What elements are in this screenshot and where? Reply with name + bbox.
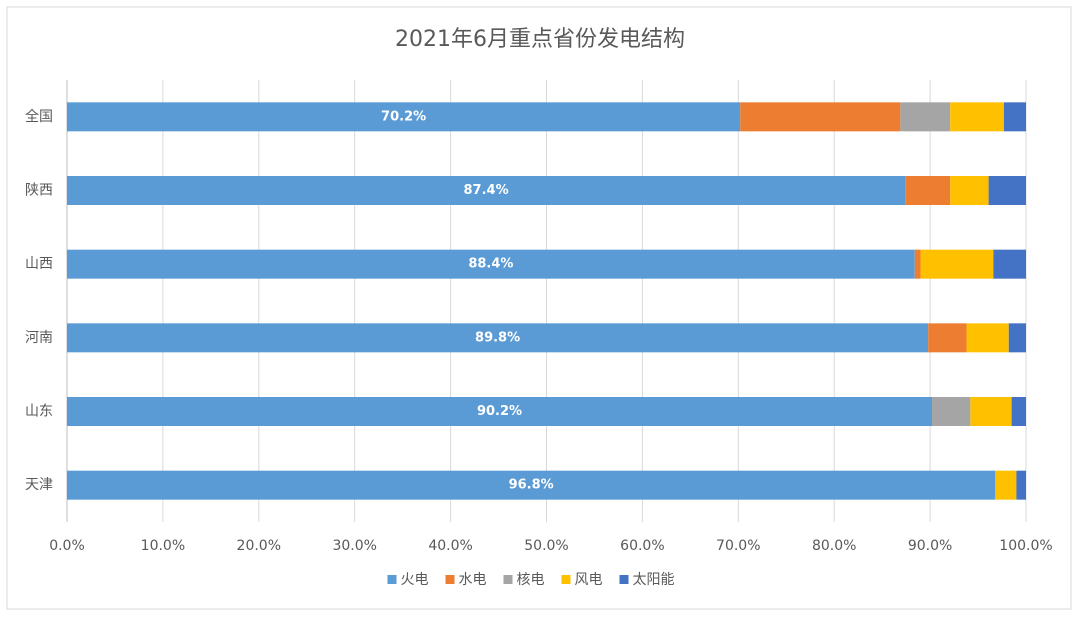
chart-title: 2021年6月重点省份发电结构 xyxy=(395,27,685,52)
data-label: 88.4% xyxy=(468,257,513,272)
bar-segment xyxy=(1008,323,1026,353)
y-tick-label: 河南 xyxy=(25,330,53,346)
bar-segment xyxy=(932,397,971,426)
x-tick-label: 0.0% xyxy=(49,538,85,554)
y-tick-label: 全国 xyxy=(25,108,53,125)
y-tick-label: 陕西 xyxy=(25,183,53,199)
x-tick-label: 60.0% xyxy=(620,538,664,554)
bar-segment xyxy=(914,249,921,279)
data-label: 70.2% xyxy=(381,109,426,124)
bar-segment xyxy=(67,323,929,353)
bar-segment xyxy=(970,397,1012,426)
bar-segment xyxy=(67,102,741,132)
legend-swatch xyxy=(503,575,513,584)
data-label: 87.4% xyxy=(464,183,509,198)
bar-segment xyxy=(920,249,994,279)
x-tick-label: 10.0% xyxy=(141,538,185,554)
bar-segment xyxy=(900,102,951,132)
legend-swatch xyxy=(619,575,629,584)
x-tick-label: 100.0% xyxy=(999,538,1052,554)
x-tick-label: 80.0% xyxy=(812,538,856,554)
legend-label: 火电 xyxy=(401,572,429,588)
bar-segment xyxy=(966,323,1009,353)
legend-label: 太阳能 xyxy=(633,572,675,588)
bar-segment xyxy=(995,470,1017,500)
legend-swatch xyxy=(387,575,397,584)
bar-segment xyxy=(67,470,996,500)
x-tick-label: 90.0% xyxy=(908,538,952,554)
bar-segment xyxy=(740,102,901,132)
y-tick-label: 山东 xyxy=(25,404,53,420)
x-tick-label: 30.0% xyxy=(332,538,376,554)
bar-segment xyxy=(950,102,1004,132)
data-label: 90.2% xyxy=(477,404,522,419)
legend-label: 水电 xyxy=(459,572,487,588)
x-tick-label: 40.0% xyxy=(428,538,472,554)
x-tick-label: 50.0% xyxy=(524,538,568,554)
legend-label: 风电 xyxy=(575,572,603,588)
bar-segment xyxy=(950,176,989,205)
bar-segment xyxy=(993,249,1026,279)
legend-swatch xyxy=(561,575,571,584)
bar-segment xyxy=(67,249,915,279)
bar-segment xyxy=(905,176,951,205)
chart-border xyxy=(6,6,1072,610)
y-tick-label: 天津 xyxy=(25,477,53,493)
legend-swatch xyxy=(445,575,455,584)
bar-segment xyxy=(1003,102,1026,132)
bar-segment xyxy=(988,176,1026,205)
bar-segment xyxy=(928,323,967,353)
y-tick-label: 山西 xyxy=(25,256,53,272)
bar-segment xyxy=(1011,397,1026,426)
x-tick-label: 70.0% xyxy=(716,538,760,554)
legend-label: 核电 xyxy=(517,572,545,588)
data-label: 89.8% xyxy=(475,330,520,345)
x-tick-label: 20.0% xyxy=(237,538,281,554)
bar-segment xyxy=(1016,470,1026,500)
bar-segment xyxy=(67,397,933,426)
bar-segment xyxy=(67,176,906,205)
data-label: 96.8% xyxy=(509,478,554,493)
